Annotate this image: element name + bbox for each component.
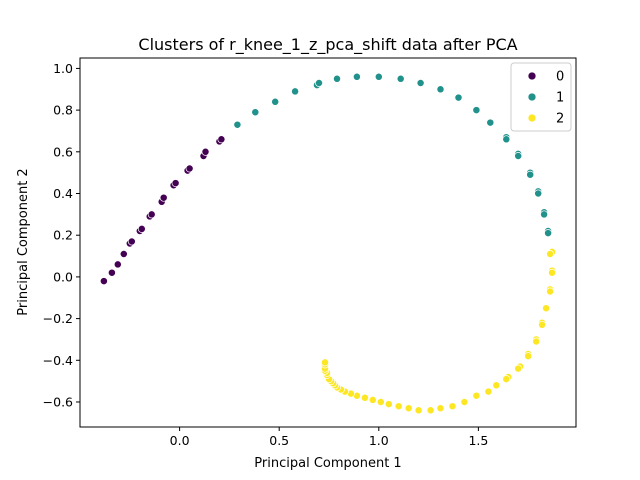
data-point-cluster-0 (159, 193, 168, 202)
y-tick-label: 0.0 (53, 269, 73, 284)
data-point-cluster-1 (315, 79, 323, 87)
data-point-cluster-2 (546, 250, 555, 258)
data-point-cluster-0 (147, 210, 156, 219)
data-point-cluster-2 (460, 398, 469, 406)
data-point-cluster-0 (185, 164, 194, 173)
data-point-cluster-1 (514, 152, 523, 160)
data-point-cluster-1 (291, 87, 300, 96)
chart-title: Clusters of r_knee_1_z_pca_shift data af… (138, 35, 517, 55)
data-point-cluster-0 (119, 250, 128, 258)
data-point-cluster-2 (321, 358, 329, 367)
data-point-cluster-2 (426, 406, 435, 415)
data-point-cluster-1 (526, 170, 535, 179)
y-tick-label: −0.2 (43, 311, 73, 326)
legend-label: 1 (556, 91, 564, 106)
x-tick-label: 0.5 (269, 433, 289, 448)
data-point-cluster-0 (107, 268, 116, 277)
data-point-cluster-1 (333, 74, 341, 83)
data-point-cluster-2 (532, 337, 541, 346)
data-point-cluster-2 (448, 402, 457, 411)
data-point-cluster-2 (472, 391, 481, 400)
data-point-cluster-1 (502, 135, 511, 144)
data-point-cluster-0 (137, 224, 146, 233)
data-point-cluster-2 (484, 387, 493, 396)
data-point-cluster-2 (538, 320, 547, 329)
data-point-cluster-1 (352, 72, 361, 81)
legend-box (510, 62, 572, 132)
y-tick-label: −0.6 (43, 394, 73, 409)
legend-marker (527, 92, 537, 102)
data-point-cluster-2 (546, 287, 555, 296)
data-point-cluster-1 (540, 210, 549, 219)
data-point-cluster-1 (396, 74, 405, 83)
data-point-cluster-0 (99, 277, 108, 286)
y-axis-label: Principal Component 2 (16, 168, 31, 315)
data-point-cluster-2 (492, 381, 501, 390)
legend-label: 0 (556, 70, 564, 85)
y-tick-label: 1.0 (53, 61, 73, 76)
x-tick-label: 1.0 (369, 433, 389, 448)
data-point-cluster-1 (454, 93, 463, 102)
x-tick-label: 0.0 (170, 433, 190, 448)
y-tick-label: 0.2 (53, 228, 73, 243)
data-point-cluster-1 (486, 118, 495, 127)
data-point-cluster-2 (384, 400, 393, 409)
data-point-cluster-1 (534, 189, 543, 198)
y-tick-label: 0.4 (53, 186, 73, 201)
y-tick-label: 0.8 (53, 103, 73, 118)
plot-area (79, 57, 577, 428)
data-point-cluster-0 (201, 147, 210, 156)
data-point-cluster-0 (127, 237, 136, 246)
data-point-cluster-2 (376, 398, 385, 406)
data-point-cluster-0 (217, 135, 226, 144)
data-point-cluster-1 (271, 97, 280, 106)
data-point-cluster-2 (542, 304, 551, 313)
x-axis-label: Principal Component 1 (254, 456, 401, 471)
x-tick-label: 1.5 (468, 433, 488, 448)
data-point-cluster-0 (171, 179, 180, 188)
data-point-cluster-1 (416, 79, 425, 87)
data-point-cluster-2 (524, 352, 533, 361)
data-point-cluster-2 (360, 393, 369, 402)
data-point-cluster-2 (436, 404, 445, 413)
data-point-cluster-2 (394, 402, 403, 411)
data-point-cluster-1 (233, 120, 242, 129)
y-tick-label: 0.6 (53, 144, 73, 159)
legend: 0 1 2 (510, 62, 572, 132)
axis-ticks: 0.0 0.5 1.0 1.5 −0.6 −0.4 −0.2 0.0 0.2 0.4 0.6 0.8 1… (43, 61, 489, 448)
data-point-cluster-0 (113, 260, 122, 269)
data-point-cluster-2 (502, 375, 511, 384)
data-point-cluster-2 (548, 268, 557, 277)
data-point-cluster-2 (404, 404, 413, 413)
data-point-cluster-1 (436, 85, 445, 94)
data-point-cluster-2 (514, 364, 523, 373)
data-point-cluster-2 (414, 406, 423, 415)
legend-label: 2 (556, 112, 564, 127)
data-point-cluster-1 (472, 106, 481, 115)
y-tick-label: −0.4 (43, 353, 73, 368)
data-point-cluster-1 (251, 108, 260, 117)
legend-marker (527, 113, 537, 123)
data-point-cluster-1 (544, 229, 553, 238)
data-point-cluster-2 (368, 395, 377, 404)
legend-marker (527, 71, 537, 81)
data-points (99, 72, 557, 415)
data-point-cluster-1 (374, 72, 383, 81)
